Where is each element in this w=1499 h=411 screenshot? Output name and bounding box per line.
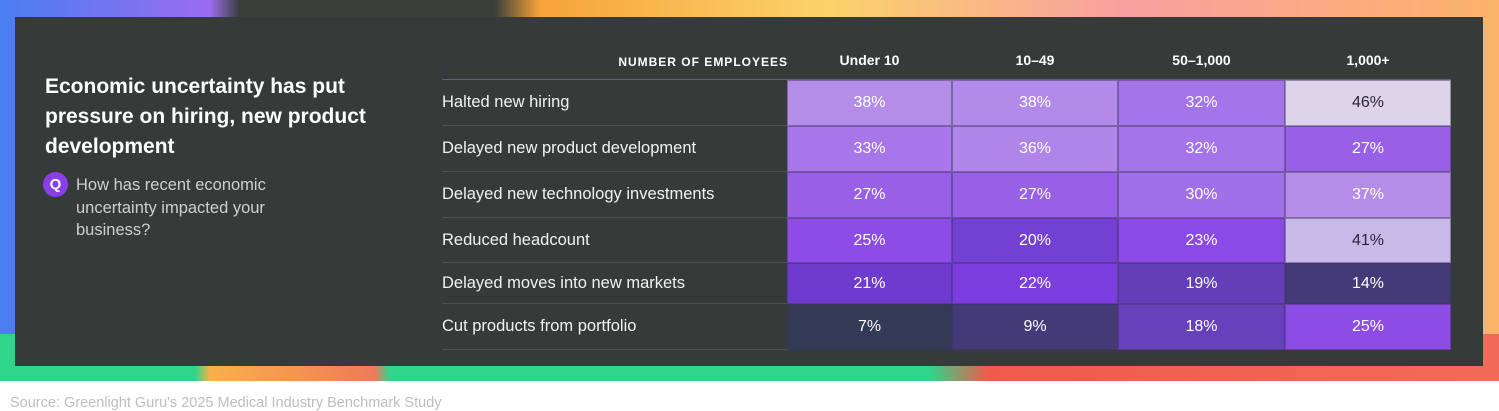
heatmap-cell: 41%: [1285, 218, 1451, 263]
heatmap-cell: 21%: [787, 263, 952, 304]
column-header: Under 10: [839, 52, 900, 68]
heatmap-cell: 20%: [952, 218, 1118, 263]
heatmap-cell: 27%: [1285, 126, 1451, 172]
heatmap-cell: 14%: [1285, 263, 1451, 304]
heatmap-cell: 30%: [1118, 172, 1285, 218]
column-header: 50–1,000: [1172, 52, 1231, 68]
heatmap-cell: 32%: [1118, 126, 1285, 172]
heatmap-cell: 27%: [952, 172, 1118, 218]
heatmap-cell: 36%: [952, 126, 1118, 172]
heatmap-cell: 19%: [1118, 263, 1285, 304]
row-label: Delayed moves into new markets: [442, 263, 787, 304]
column-header: 1,000+: [1346, 52, 1390, 68]
question-text: How has recent economic uncertainty impa…: [76, 176, 266, 239]
heatmap-cell: 27%: [787, 172, 952, 218]
row-label: Delayed new product development: [442, 126, 787, 172]
row-label: Halted new hiring: [442, 80, 787, 126]
column-header: 10–49: [1015, 52, 1055, 68]
heatmap-cell: 7%: [787, 304, 952, 350]
heatmap-cell: 32%: [1118, 80, 1285, 126]
heatmap-cell: 38%: [787, 80, 952, 126]
heatmap-cell: 25%: [1285, 304, 1451, 350]
question-icon: Q: [43, 172, 68, 197]
heatmap-cell: 22%: [952, 263, 1118, 304]
heatmap-cell: 9%: [952, 304, 1118, 350]
heatmap-cell: 23%: [1118, 218, 1285, 263]
chart-title: Economic uncertainty has put pressure on…: [45, 75, 366, 158]
heatmap-cell: 25%: [787, 218, 952, 263]
heatmap-cell: 33%: [787, 126, 952, 172]
row-label: Delayed new technology investments: [442, 172, 787, 218]
heatmap-cell: 18%: [1118, 304, 1285, 350]
row-header: NUMBER OF EMPLOYEES: [618, 55, 788, 69]
source-note: Source: Greenlight Guru's 2025 Medical I…: [10, 395, 442, 411]
heatmap-cell: 37%: [1285, 172, 1451, 218]
row-label: Reduced headcount: [442, 218, 787, 263]
heatmap-cell: 46%: [1285, 80, 1451, 126]
table-top-line: [442, 79, 1451, 80]
row-label: Cut products from portfolio: [442, 304, 787, 350]
heatmap-cell: 38%: [952, 80, 1118, 126]
